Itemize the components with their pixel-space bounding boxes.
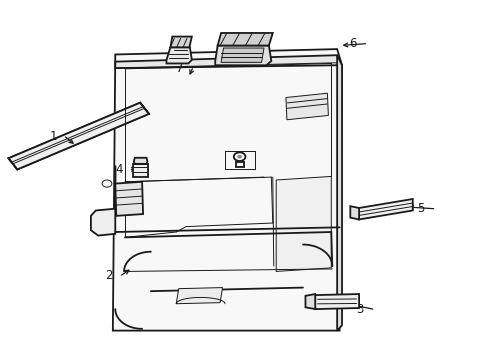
Text: 4: 4 [115,163,122,176]
Polygon shape [166,47,191,63]
Polygon shape [170,37,191,47]
Text: 2: 2 [105,269,113,282]
Polygon shape [305,294,315,309]
Text: 1: 1 [49,130,57,144]
Text: 6: 6 [348,37,356,50]
Polygon shape [14,110,149,170]
Text: 3: 3 [356,303,363,316]
Polygon shape [176,288,222,304]
Polygon shape [285,93,328,120]
Text: 5: 5 [417,202,424,215]
Polygon shape [91,166,115,235]
Polygon shape [8,103,143,162]
Polygon shape [336,55,341,330]
Polygon shape [276,176,330,271]
Polygon shape [221,48,264,62]
Polygon shape [134,158,147,164]
Text: 7: 7 [176,62,183,75]
Polygon shape [315,294,358,309]
Circle shape [237,155,242,158]
Polygon shape [113,49,341,330]
Polygon shape [115,55,339,68]
Polygon shape [349,206,358,220]
Polygon shape [115,182,143,216]
Polygon shape [8,103,149,170]
Polygon shape [215,45,271,65]
Polygon shape [358,199,412,220]
Polygon shape [217,33,272,45]
Polygon shape [133,164,148,177]
